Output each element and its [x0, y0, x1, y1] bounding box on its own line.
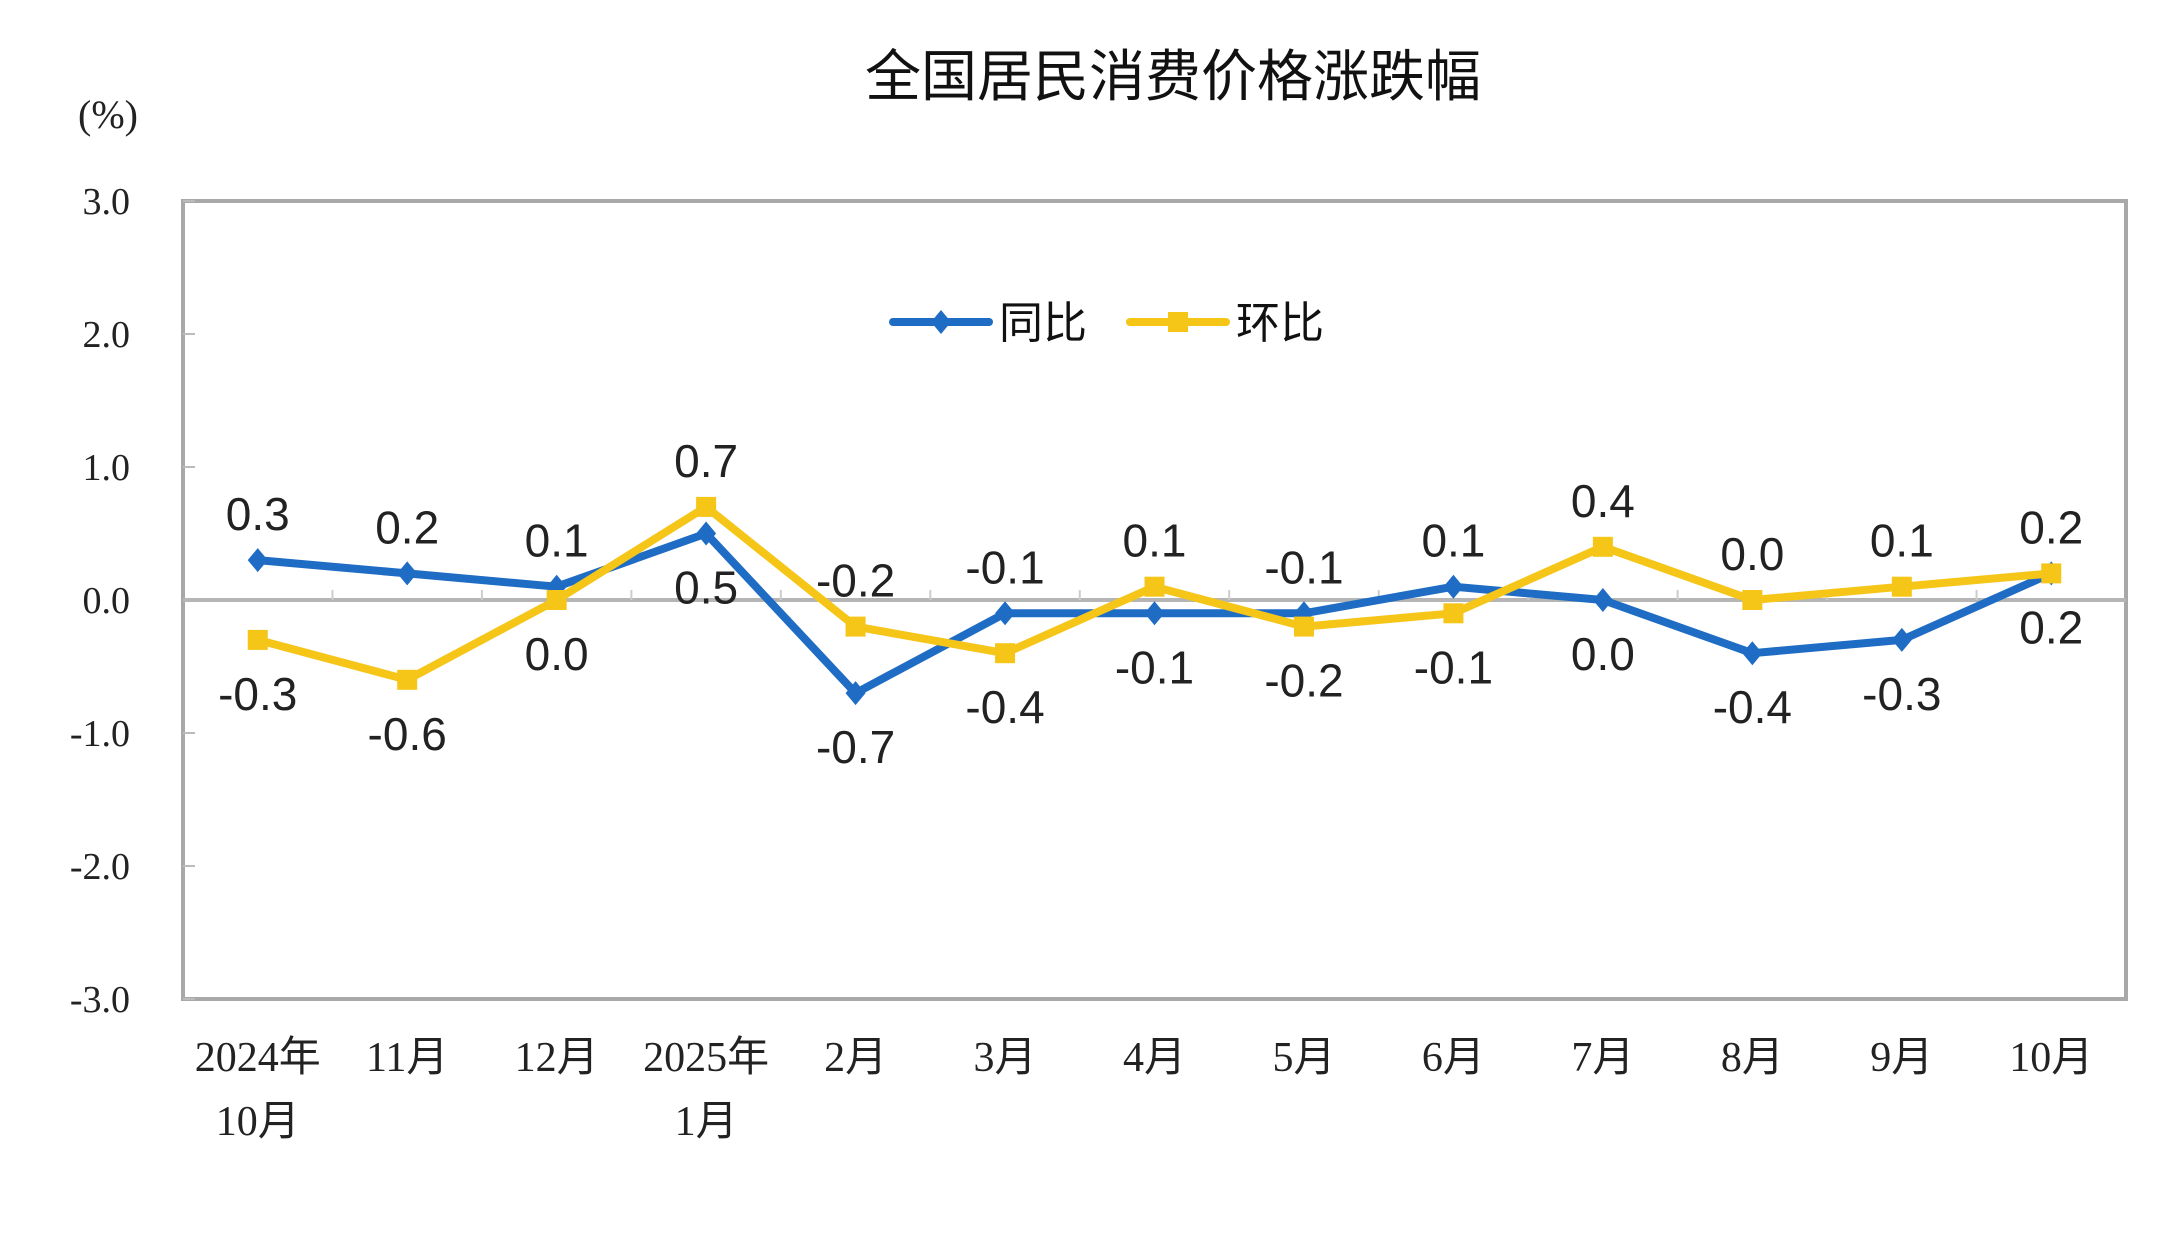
data-label: 0.2 [375, 501, 439, 553]
x-tick-label: 12月 [515, 1035, 599, 1081]
legend-label: 环比 [1236, 298, 1324, 349]
data-label: -0.1 [1414, 641, 1493, 693]
data-label: -0.3 [1862, 668, 1941, 720]
x-tick-label: 2024年 [195, 1034, 321, 1081]
data-point [845, 681, 866, 706]
x-tick-label: 9月 [1870, 1035, 1933, 1081]
data-label: -0.3 [218, 668, 297, 720]
data-point [1144, 601, 1165, 626]
y-tick-label: -2.0 [70, 846, 130, 888]
data-label: 0.0 [1720, 528, 1784, 580]
y-tick-label: 3.0 [83, 181, 131, 223]
x-tick-label: 11月 [366, 1035, 448, 1081]
chart-title: 全国居民消费价格涨跌幅 [865, 45, 1481, 110]
data-label: 0.2 [2019, 501, 2083, 553]
legend-marker [1168, 312, 1188, 332]
data-label: 0.3 [226, 488, 290, 540]
legend: 同比 环比 [889, 298, 1324, 349]
x-tick-label: 8月 [1721, 1035, 1784, 1081]
data-point [1742, 641, 1763, 666]
x-tick-label: 4月 [1123, 1035, 1186, 1081]
data-point [1891, 627, 1912, 652]
data-point [1144, 576, 1165, 597]
data-point [696, 521, 717, 546]
data-point [397, 669, 418, 690]
data-label: 0.0 [525, 628, 589, 680]
data-label: -0.2 [816, 555, 895, 607]
y-tick-label: 0.0 [83, 580, 131, 622]
data-label: -0.4 [965, 681, 1044, 733]
x-tick-label: 2月 [824, 1035, 887, 1081]
legend-item-yoy: 同比 [889, 298, 1087, 349]
data-label: 0.4 [1571, 475, 1635, 527]
legend-marker [931, 310, 951, 334]
data-point [397, 561, 418, 586]
data-point [1443, 603, 1464, 624]
data-point [696, 496, 717, 517]
data-label: 0.5 [674, 562, 738, 614]
data-label: 0.7 [674, 435, 738, 487]
data-label: -0.1 [1264, 541, 1343, 593]
data-label: -0.1 [1115, 641, 1194, 693]
x-tick-label: 7月 [1571, 1035, 1634, 1081]
x-tick-label: 10月 [2009, 1035, 2093, 1081]
data-point [995, 601, 1016, 626]
legend-label: 同比 [999, 298, 1087, 349]
data-label: 0.2 [2019, 601, 2083, 653]
x-tick-label: 2025年 [643, 1034, 769, 1081]
y-tick-label: -1.0 [70, 713, 130, 755]
x-tick-label: 6月 [1422, 1035, 1485, 1081]
x-tick-label: 1月 [675, 1099, 738, 1145]
data-point [247, 629, 268, 650]
series-mom [247, 496, 2062, 690]
data-point [1443, 574, 1464, 599]
y-axis-unit: (%) [78, 92, 138, 137]
data-label: 0.0 [1571, 628, 1635, 680]
x-tick-label: 3月 [974, 1035, 1037, 1081]
data-label: 0.1 [1123, 515, 1187, 567]
legend-item-mom: 环比 [1126, 298, 1324, 349]
y-tick-label: -3.0 [70, 979, 130, 1021]
y-tick-label: 2.0 [83, 314, 131, 356]
data-point [1891, 576, 1912, 597]
data-label: 0.1 [1421, 515, 1485, 567]
data-point [1293, 616, 1314, 637]
data-point [1592, 536, 1613, 557]
data-label: -0.7 [816, 721, 895, 773]
data-label: 0.1 [1870, 515, 1934, 567]
series-yoy [247, 521, 2062, 706]
data-label: -0.4 [1713, 681, 1792, 733]
data-point [247, 548, 268, 573]
data-point [546, 590, 567, 610]
data-point [2041, 563, 2062, 584]
data-point [845, 616, 866, 637]
data-point [995, 643, 1016, 664]
x-tick-label: 10月 [216, 1099, 300, 1145]
y-tick-label: 1.0 [83, 447, 131, 489]
data-point [1742, 590, 1763, 610]
data-point [1592, 588, 1613, 612]
x-tick-label: 5月 [1272, 1035, 1335, 1081]
data-label: -0.1 [965, 541, 1044, 593]
data-label: 0.1 [525, 515, 589, 567]
data-label: -0.2 [1264, 655, 1343, 707]
data-label: -0.6 [368, 708, 447, 760]
